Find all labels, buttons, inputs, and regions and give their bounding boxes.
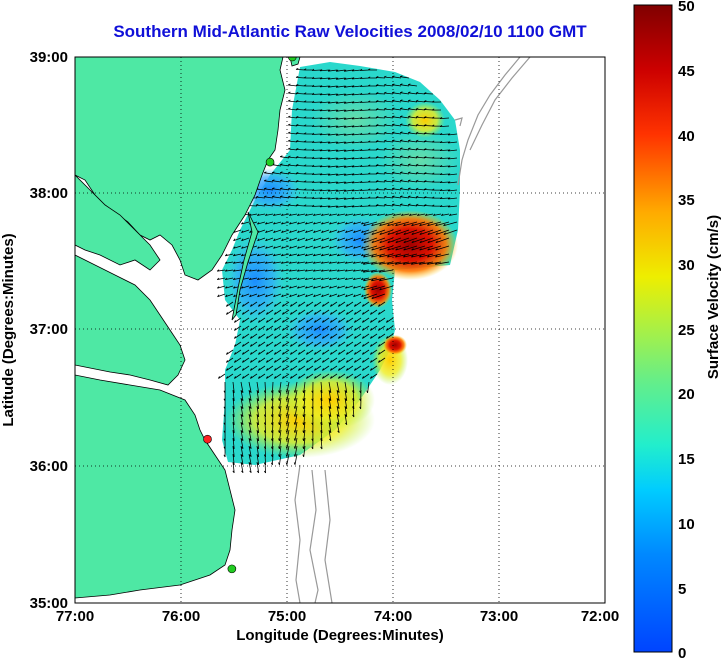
y-tick: 37:00 — [30, 321, 68, 338]
x-axis-label: Longitude (Degrees:Minutes) — [236, 627, 444, 644]
colorbar-tick: 0 — [678, 645, 686, 659]
colorbar-tick: 35 — [678, 192, 695, 209]
colorbar-tick: 25 — [678, 322, 695, 339]
colorbar-tick: 15 — [678, 451, 695, 468]
x-tick: 72:00 — [581, 608, 619, 625]
x-tick-labels: 77:00 76:00 75:00 74:00 73:00 72:00 — [56, 608, 619, 625]
colorbar-label: Surface Velocity (cm/s) — [705, 215, 722, 379]
colorbar-tick: 40 — [678, 128, 695, 145]
station-marker — [265, 157, 275, 167]
station-marker — [288, 57, 297, 62]
colorbar-tick: 20 — [678, 386, 695, 403]
y-tick-labels: 39:00 38:00 37:00 36:00 35:00 — [30, 49, 68, 612]
y-tick: 35:00 — [30, 595, 68, 612]
colorbar-tick: 50 — [678, 0, 695, 15]
colorbar-tick: 10 — [678, 516, 695, 533]
y-tick: 39:00 — [30, 49, 68, 66]
colorbar-tick: 30 — [678, 257, 695, 274]
bathymetry-contours — [294, 57, 531, 603]
x-tick: 75:00 — [268, 608, 306, 625]
x-tick: 77:00 — [56, 608, 94, 625]
velocity-arrows — [216, 68, 458, 474]
x-tick: 73:00 — [480, 608, 518, 625]
map-title: Southern Mid-Atlantic Raw Velocities 200… — [113, 22, 587, 41]
colorbar-tick: 45 — [678, 63, 695, 80]
land — [75, 57, 301, 599]
radar-stations — [203, 57, 297, 574]
station-marker — [203, 434, 212, 444]
y-tick: 36:00 — [30, 458, 68, 475]
plot-frame — [74, 56, 606, 604]
x-tick: 76:00 — [162, 608, 200, 625]
station-marker — [227, 564, 237, 574]
arrow-vectors — [216, 68, 458, 474]
x-tick: 74:00 — [374, 608, 412, 625]
colorbar-tick: 5 — [678, 581, 686, 598]
grid-lines — [75, 57, 605, 603]
y-tick: 38:00 — [30, 185, 68, 202]
colorbar — [633, 4, 673, 653]
y-axis-label: Latitude (Degrees:Minutes) — [0, 233, 17, 426]
colorbar-tick-labels: 50 45 40 35 30 25 20 15 10 5 0 — [678, 0, 695, 659]
